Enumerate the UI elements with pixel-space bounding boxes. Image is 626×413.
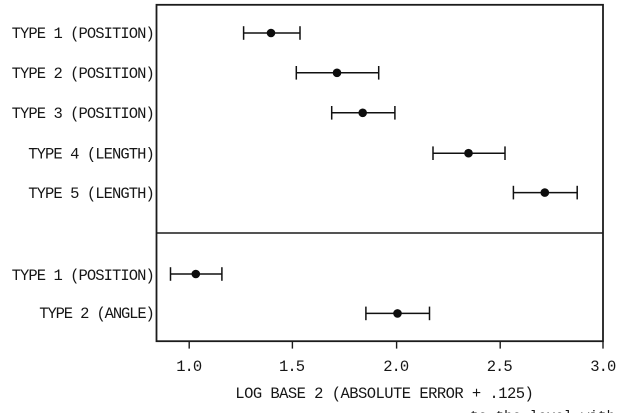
svg-text:3.0: 3.0 xyxy=(590,358,616,376)
svg-text:TYPE 1 (POSITION): TYPE 1 (POSITION) xyxy=(12,267,155,285)
svg-text:TYPE 3 (POSITION): TYPE 3 (POSITION) xyxy=(12,105,155,123)
svg-text:TYPE 4 (LENGTH): TYPE 4 (LENGTH) xyxy=(28,145,154,163)
svg-text:TYPE 2 (ANGLE): TYPE 2 (ANGLE) xyxy=(39,305,154,323)
svg-text:2.0: 2.0 xyxy=(383,358,409,376)
svg-text:TYPE 2 (POSITION): TYPE 2 (POSITION) xyxy=(12,65,155,83)
svg-text:LOG BASE 2 (ABSOLUTE ERROR + .: LOG BASE 2 (ABSOLUTE ERROR + .125) xyxy=(235,385,534,403)
svg-text:2.5: 2.5 xyxy=(487,358,513,376)
svg-text:TYPE 1 (POSITION): TYPE 1 (POSITION) xyxy=(12,25,155,43)
svg-text:to the level with: to the level with xyxy=(470,409,615,413)
svg-text:TYPE 5 (LENGTH): TYPE 5 (LENGTH) xyxy=(28,185,154,203)
svg-text:1.0: 1.0 xyxy=(176,358,202,376)
svg-text:1.5: 1.5 xyxy=(279,358,305,376)
